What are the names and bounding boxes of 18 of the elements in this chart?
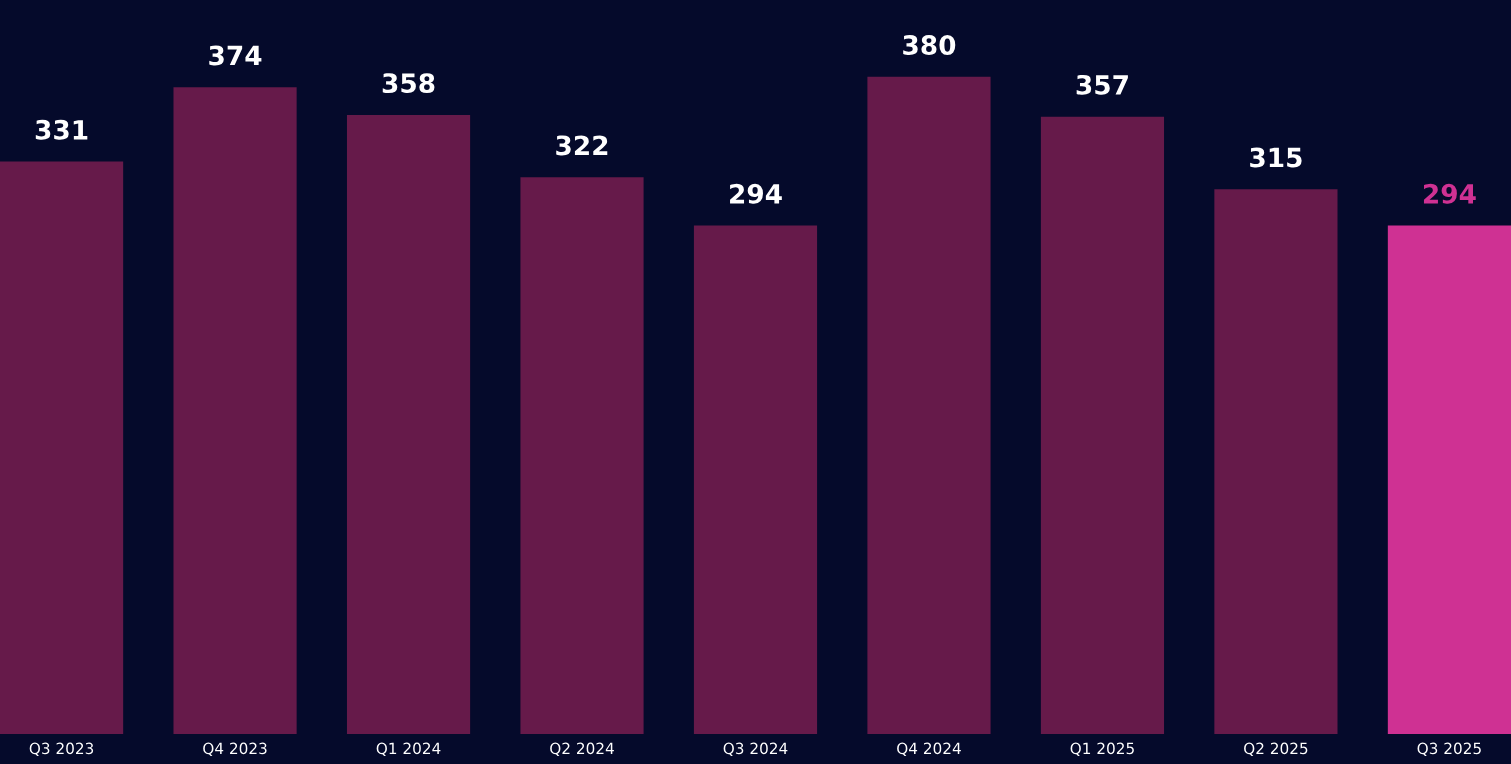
data-label: 322 xyxy=(556,135,608,156)
x-tick-label: Q4 2023 xyxy=(203,742,267,756)
x-tick-label: Q1 2025 xyxy=(1070,742,1134,756)
data-label: 294 xyxy=(730,183,782,204)
x-tick-label: Q3 2025 xyxy=(1417,742,1481,756)
data-label: 331 xyxy=(35,119,88,140)
x-tick-label: Q3 2023 xyxy=(29,742,94,756)
x-tick-label: Q2 2024 xyxy=(550,742,614,756)
x-tick-label: Q3 2024 xyxy=(723,742,788,756)
x-tick-label: Q1 2024 xyxy=(376,742,441,756)
x-tick-label: Q2 2025 xyxy=(1244,742,1308,756)
data-label: 380 xyxy=(903,35,956,56)
x-tick-label: Q4 2024 xyxy=(897,742,961,756)
data-label: 315 xyxy=(1250,147,1302,168)
data-label: 358 xyxy=(382,73,435,94)
data-label: 294 xyxy=(1423,183,1476,204)
data-label: 357 xyxy=(1076,74,1128,95)
data-label: 374 xyxy=(209,45,262,66)
